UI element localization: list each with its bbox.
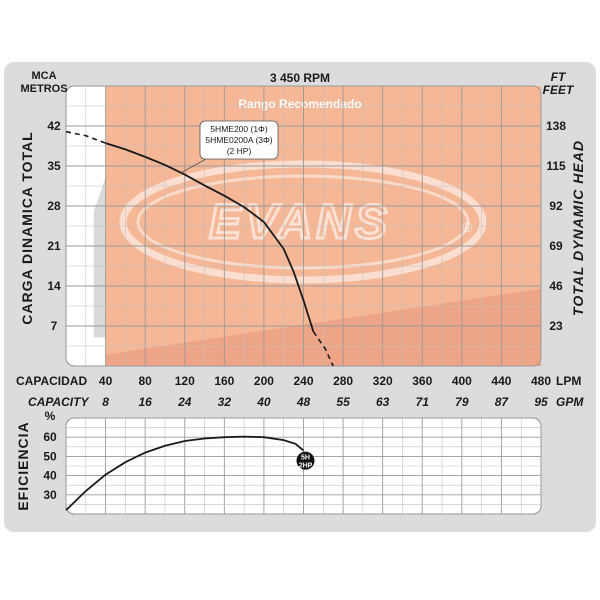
x-tick-lpm: 440	[491, 374, 511, 388]
left-unit-metros: METROS	[20, 83, 67, 95]
head-curve-dashed-start	[65, 130, 106, 144]
x-tick-lpm: 80	[138, 374, 152, 388]
y-tick-m: 7	[51, 319, 58, 333]
efficiency-curve	[65, 435, 305, 511]
y-tick-m: 14	[47, 279, 61, 293]
y-tick-m: 42	[47, 119, 61, 133]
model-label-pointer	[180, 158, 207, 174]
y-tick-ft: 115	[546, 159, 566, 173]
model-badge-line1: 5H	[301, 455, 310, 462]
eff-y-tick: 50	[43, 449, 57, 463]
left-axis-label: CARGA DINAMICA TOTAL	[19, 131, 35, 324]
rpm-label: 3 450 RPM	[270, 71, 330, 85]
model-badge	[296, 451, 315, 470]
x-tick-gpm: 79	[455, 395, 469, 409]
head-curve-dashed-end	[312, 331, 334, 367]
efficiency-axis-label: EFICIENCIA	[15, 421, 31, 510]
eff-y-tick: 30	[43, 488, 57, 502]
model-label-line2: 5HME0200A (3Φ)	[205, 135, 272, 145]
eff-y-tick: 60	[43, 430, 57, 444]
right-axis-label: TOTAL DYNAMIC HEAD	[570, 140, 586, 316]
watermark-ellipse-inner	[136, 174, 470, 270]
model-label-box	[199, 120, 279, 160]
lpm-label: LPM	[556, 374, 581, 388]
x-tick-gpm: 63	[376, 395, 390, 409]
x-tick-lpm: 320	[373, 374, 393, 388]
eff-y-tick: 40	[43, 469, 57, 483]
percent-label: %	[45, 409, 56, 423]
x-tick-gpm: 32	[218, 395, 232, 409]
y-tick-m: 28	[47, 199, 61, 213]
x-tick-lpm: 160	[214, 374, 234, 388]
y-tick-ft: 69	[549, 239, 563, 253]
y-tick-ft: 138	[546, 119, 566, 133]
x-tick-gpm: 87	[495, 395, 510, 409]
gpm-label: GPM	[556, 395, 584, 409]
x-tick-gpm: 40	[256, 395, 271, 409]
x-tick-lpm: 40	[99, 374, 113, 388]
x-tick-gpm: 95	[534, 395, 548, 409]
watermark-logo: EVANS	[209, 196, 391, 249]
x-tick-gpm: 48	[296, 395, 311, 409]
x-tick-gpm: 55	[336, 395, 350, 409]
watermark-ellipse	[119, 160, 487, 284]
watermark-shadow	[93, 177, 106, 338]
y-tick-ft: 46	[549, 279, 563, 293]
x-tick-lpm: 200	[254, 374, 274, 388]
x-tick-gpm: 8	[102, 395, 109, 409]
watermark-registered: ®	[462, 219, 473, 235]
left-unit-mca: MCA	[31, 70, 56, 82]
y-tick-ft: 92	[549, 199, 563, 213]
model-badge-line2: 2HP	[299, 463, 313, 470]
capacidad-label: CAPACIDAD	[16, 374, 87, 388]
y-tick-m: 21	[47, 239, 61, 253]
x-tick-lpm: 400	[452, 374, 472, 388]
capacity-label: CAPACITY	[28, 395, 89, 409]
model-label-line1: 5HME200 (1Φ)	[210, 124, 267, 134]
x-tick-gpm: 24	[177, 395, 192, 409]
x-tick-lpm: 240	[293, 374, 313, 388]
x-tick-lpm: 280	[333, 374, 353, 388]
head-curve	[105, 142, 315, 332]
x-tick-lpm: 360	[412, 374, 432, 388]
recommended-range-label: Rango Recomendado	[238, 97, 361, 111]
eff-panel-border	[65, 417, 542, 515]
x-tick-lpm: 480	[531, 374, 551, 388]
x-tick-lpm: 120	[175, 374, 195, 388]
right-unit-feet: FEET	[543, 83, 575, 97]
y-tick-m: 35	[47, 159, 61, 173]
y-tick-ft: 23	[549, 319, 563, 333]
model-label-line3: (2 HP)	[227, 146, 252, 156]
head-panel-border	[65, 85, 542, 367]
x-tick-gpm: 71	[416, 395, 430, 409]
x-tick-gpm: 16	[138, 395, 152, 409]
right-unit-ft: FT	[551, 70, 567, 84]
